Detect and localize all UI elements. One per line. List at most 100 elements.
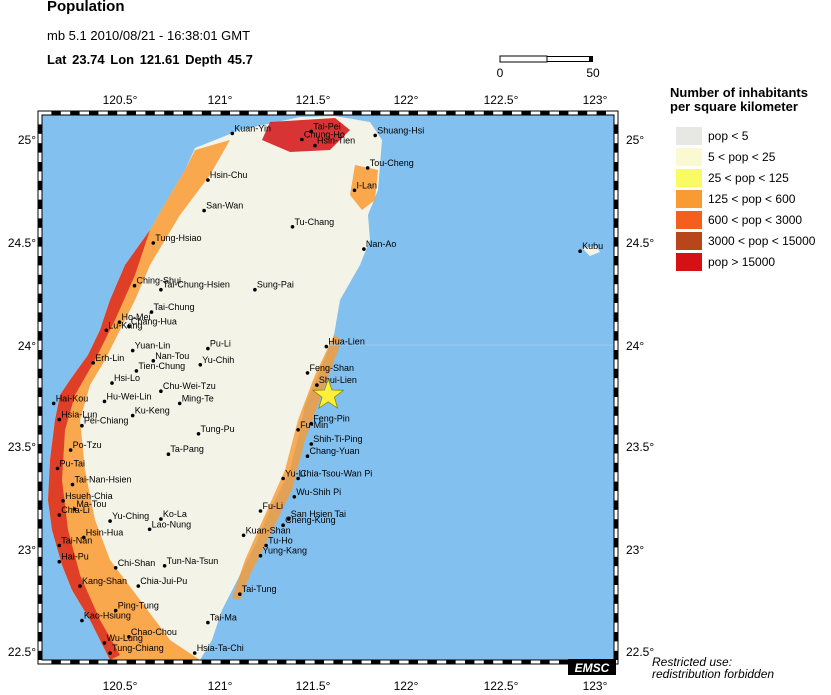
lon-label-bottom-2: 121° — [208, 679, 233, 693]
places-layer: Kuan-Yin Tai-Pei Shuang-Hsi Chung-HoHsin-Ti… — [51, 121, 603, 655]
place-marker: Hu-Wei-Lin — [102, 391, 151, 404]
place-dot — [309, 129, 314, 134]
place-label: Hsia-Lun — [61, 410, 97, 420]
place-marker: Chao-Chou — [127, 627, 177, 639]
place-marker: Hsia-Ta-Chi — [192, 643, 244, 655]
map-title: Population — [47, 0, 125, 15]
place-marker: Hai-Kou — [51, 393, 88, 406]
place-label: Tu-Ho — [268, 536, 293, 546]
place-dot — [130, 348, 135, 353]
place-marker: Chi-Shan — [113, 558, 156, 570]
legend-swatch — [676, 211, 702, 229]
frame-ticks — [37, 110, 619, 665]
place-marker: Ho-Mei — [117, 312, 151, 325]
place-dot — [258, 509, 263, 513]
place-dot — [70, 482, 75, 487]
place-dot — [206, 178, 210, 182]
lon-label-5: 122.5° — [484, 93, 519, 107]
ilan-plain — [350, 165, 378, 210]
place-dot — [202, 208, 206, 213]
place-label: I-Lan — [357, 180, 378, 190]
lat-label-3: 24° — [18, 339, 36, 353]
place-label: Chu-Wei-Tzu — [163, 381, 216, 391]
place-label: Kuan-Yin — [234, 123, 271, 133]
legend-swatch — [676, 169, 702, 187]
restriction-notice: Restricted use: redistribution forbidden — [652, 656, 774, 680]
place-dot — [206, 346, 210, 351]
scale-bar: 0 50 — [497, 55, 600, 80]
place-marker: Tung-Chiang — [108, 643, 164, 655]
place-dot — [102, 399, 107, 404]
lat-label-4: 23.5° — [8, 440, 36, 454]
place-label: Sung-Pai — [257, 280, 294, 290]
place-marker: Ming-Te — [177, 393, 214, 406]
lat-label-right-5: 23° — [626, 543, 644, 557]
place-marker: Ma-Tou — [72, 499, 106, 511]
emsc-logo-text: EMSC — [575, 661, 610, 675]
place-label: Hsi-Lo — [114, 373, 140, 383]
place-marker: Ching-Shui — [132, 276, 182, 288]
place-label: Fu-Li — [263, 501, 284, 511]
place-label: Ching-Shui — [137, 276, 182, 286]
place-label: Yuan-Lin — [135, 341, 171, 351]
place-dot — [80, 423, 84, 428]
place-label: Shih-Ti-Ping — [313, 434, 362, 444]
place-marker: Ta-Pang — [166, 444, 204, 457]
place-marker: Shuang-Hsi — [373, 125, 424, 138]
place-marker: Tai-Pei — [309, 121, 341, 134]
place-marker: San Hsien Tai — [286, 509, 346, 521]
place-label: Tai-Tung — [242, 584, 277, 594]
place-dot — [305, 454, 310, 459]
place-label: Chi-Shan — [118, 558, 156, 568]
legend-swatch — [676, 253, 702, 271]
place-label: Shuang-Hsi — [377, 125, 424, 135]
place-marker: Chang-Yuan — [305, 446, 360, 459]
lon-label-2: 121° — [208, 93, 233, 107]
place-label: Tai-Pei — [313, 121, 341, 131]
lat-label-right-6: 22.5° — [626, 645, 654, 659]
place-label: Nan-Ao — [366, 239, 397, 249]
place-marker: Yu-Li — [281, 469, 306, 481]
place-label: Chia-Tsou-Wan Pi — [300, 469, 372, 479]
place-dot — [281, 476, 285, 481]
place-label: Yu-Li — [285, 469, 306, 479]
place-marker: Tai-Chung — [149, 302, 195, 314]
place-label: Yung-Kang — [263, 546, 308, 556]
place-dot — [206, 620, 210, 625]
place-marker: Tou-Cheng — [365, 158, 414, 170]
place-dot — [57, 513, 62, 517]
place-marker: Yuan-Lin — [130, 341, 171, 353]
place-label: Shui-Lien — [319, 375, 357, 385]
event-info: mb 5.1 2010/08/21 - 16:38:01 GMT — [47, 28, 251, 43]
place-marker: Pu-Tai — [55, 458, 85, 471]
place-dot — [132, 283, 137, 288]
lon-label-3: 121.5° — [296, 93, 331, 107]
place-dot — [315, 383, 319, 387]
place-dot — [151, 241, 156, 245]
place-marker: Tai-Ma — [206, 613, 237, 625]
place-marker: Lu-Kang — [104, 320, 142, 333]
western-urban-strip — [48, 230, 150, 660]
place-marker: I-Lan — [352, 180, 378, 193]
place-label: Tun-Na-Tsun — [167, 556, 219, 566]
place-dot — [78, 584, 82, 588]
place-label: Hsin-Tien — [317, 136, 355, 146]
legend-label: pop < 5 — [708, 129, 749, 143]
place-marker: Tai-Tung — [238, 584, 276, 596]
place-label: Tai-Ma — [210, 613, 237, 623]
place-marker: Pu-Li — [206, 339, 231, 351]
place-marker: Sung-Pai — [253, 280, 294, 292]
place-dot — [309, 442, 314, 446]
place-marker: Kao-Hsiung — [80, 611, 131, 623]
place-dot — [104, 328, 109, 333]
place-dot — [82, 535, 86, 540]
taipei-urban — [262, 118, 350, 152]
place-marker: Chu-Wei-Tzu — [159, 381, 216, 394]
place-label: Lu-Kang — [108, 320, 142, 330]
place-label: Hsia-Ta-Chi — [197, 643, 244, 653]
place-dot — [162, 564, 167, 568]
place-label: Pu-Li — [210, 339, 231, 349]
place-marker: Nan-Tou — [151, 351, 189, 363]
lon-label-bottom-6: 123° — [583, 679, 608, 693]
place-dot — [296, 476, 300, 481]
